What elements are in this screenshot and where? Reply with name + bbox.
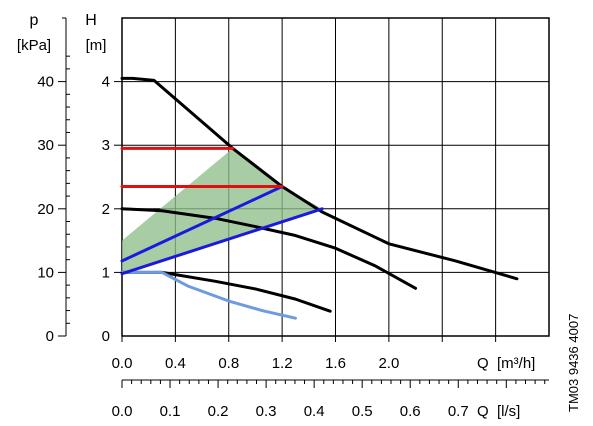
- q-ls-tick-label: 0.5: [352, 403, 373, 420]
- q-ls-tick-label: 0.6: [400, 403, 421, 420]
- curves: [120, 76, 519, 320]
- h-axis-unit: [m]: [86, 37, 107, 54]
- h-tick-label: 0: [102, 328, 110, 345]
- h-tick-label: 1: [102, 264, 110, 281]
- curve: [120, 207, 418, 290]
- q-m3h-tick-label: 0.0: [112, 355, 133, 372]
- q-m3h-tick-label: 0.4: [165, 355, 186, 372]
- q-ls-tick-label: 0.4: [304, 403, 325, 420]
- q-ls-tick-label: 0.7: [448, 403, 469, 420]
- figure-id: TM03 9436 4007: [566, 314, 581, 412]
- p-axis-unit: [kPa]: [17, 37, 51, 54]
- q-ls-tick-label: 0.0: [112, 403, 133, 420]
- q-ls-axis-title: Q: [477, 403, 489, 420]
- q-ls-tick-label: 0.3: [256, 403, 277, 420]
- grid: [121, 17, 550, 337]
- q-m3h-tick-label: 0.8: [218, 355, 239, 372]
- p-tick-label: 0: [46, 328, 54, 345]
- p-axis-title: p: [30, 12, 39, 29]
- proportional-pressure-curve: [120, 185, 284, 263]
- p-tick-label: 20: [37, 201, 54, 218]
- h-tick-label: 4: [102, 74, 110, 91]
- p-tick-label: 40: [37, 74, 54, 91]
- h-tick-label: 2: [102, 201, 110, 218]
- q-m3h-axis-title: Q: [477, 355, 489, 372]
- p-tick-label: 30: [37, 137, 54, 154]
- q-ls-tick-label: 0.2: [208, 403, 229, 420]
- q-m3h-tick-label: 1.6: [325, 355, 346, 372]
- minimum-curve: [120, 270, 297, 320]
- curve: [120, 270, 332, 313]
- q-ls-axis-unit: [l/s]: [497, 403, 520, 420]
- p-tick-label: 10: [37, 264, 54, 281]
- h-axis-title: H: [85, 12, 97, 29]
- q-ls-tick-label: 0.1: [160, 403, 181, 420]
- proportional-pressure-curve: [120, 207, 324, 276]
- q-m3h-tick-label: 2.0: [378, 355, 399, 372]
- h-tick-label: 3: [102, 137, 110, 154]
- q-m3h-tick-label: 1.2: [272, 355, 293, 372]
- q-m3h-axis-unit: [m³/h]: [497, 355, 535, 372]
